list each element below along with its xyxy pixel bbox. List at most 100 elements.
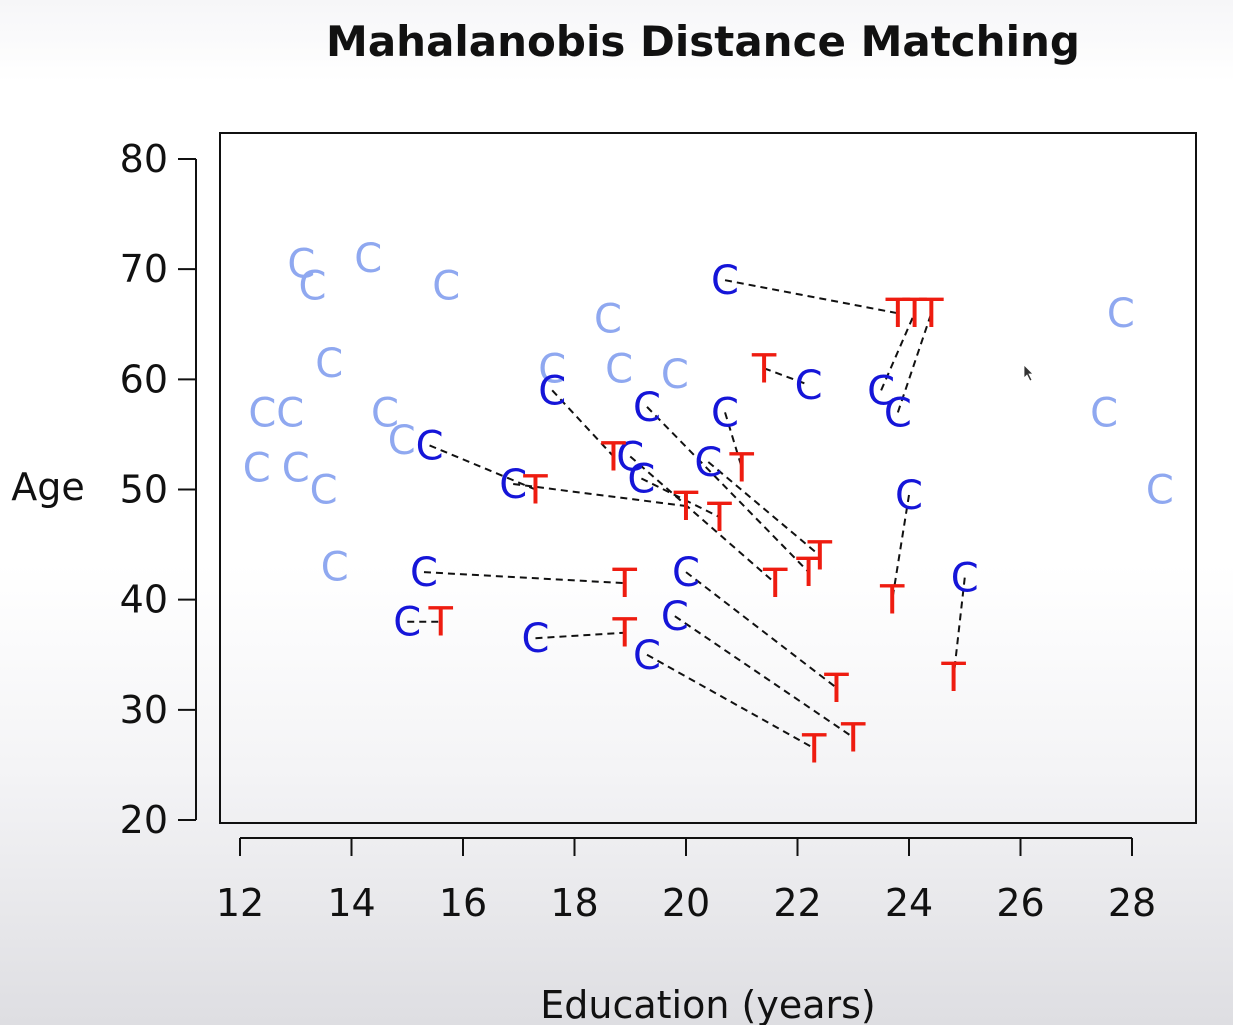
unmatched-control-point: C: [243, 445, 271, 491]
matched-control-point: C: [895, 473, 923, 519]
unmatched-control-point: C: [287, 242, 315, 288]
match-line: [896, 312, 933, 413]
y-tick-label: 70: [120, 247, 168, 291]
treated-point: T: [823, 666, 849, 712]
matched-control-point: C: [410, 550, 438, 596]
unmatched-control-point: C: [661, 352, 689, 398]
treated-point: T: [918, 291, 944, 337]
match-line: [551, 389, 615, 458]
treated-point: T: [427, 600, 453, 646]
unmatched-control-point: C: [605, 346, 633, 392]
treated-point: T: [522, 468, 548, 514]
x-tick-label: 24: [885, 881, 933, 925]
match-line: [646, 653, 815, 750]
unmatched-control-point: C: [1107, 291, 1135, 337]
unmatched-control-point: C: [248, 390, 276, 436]
unmatched-control-point: C: [282, 445, 310, 491]
plot-frame: [219, 132, 1197, 824]
treated-point: T: [885, 291, 911, 337]
matched-control-point: C: [951, 556, 979, 602]
treated-point: T: [807, 534, 833, 580]
unmatched-control-point: C: [1090, 390, 1118, 436]
match-lines: [407, 279, 966, 750]
treated-point: T: [673, 484, 699, 530]
matched-control-point: C: [672, 550, 700, 596]
matched-control-point: C: [522, 616, 550, 662]
treated-point: T: [940, 655, 966, 701]
treated-point: T: [600, 434, 626, 480]
match-line: [880, 312, 916, 391]
x-tick-label: 26: [996, 881, 1044, 925]
chart-title: Mahalanobis Distance Matching: [326, 17, 1080, 66]
treated-point: T: [762, 561, 788, 607]
unmatched-control-point: C: [321, 545, 349, 591]
matched-control-point: C: [416, 423, 444, 469]
unmatched-control-point: C: [594, 297, 622, 343]
match-line: [513, 482, 687, 508]
x-axis-label: Education (years): [540, 983, 876, 1025]
treated-point: T: [840, 715, 866, 761]
matched-control-point: C: [884, 390, 912, 436]
x-tick-label: 20: [662, 881, 710, 925]
unmatched-control-point: C: [310, 468, 338, 514]
x-tick-label: 22: [773, 881, 821, 925]
match-line: [952, 577, 966, 677]
x-tick-label: 14: [327, 881, 375, 925]
matched-control-point: C: [627, 456, 655, 502]
match-line: [535, 631, 625, 640]
matched-control-point: C: [711, 258, 739, 304]
match-line: [629, 455, 776, 584]
x-tick-label: 16: [439, 881, 487, 925]
unmatched-control-point: C: [315, 341, 343, 387]
y-tick-label: 60: [120, 357, 168, 401]
matched-control-point: C: [499, 462, 527, 508]
match-line: [891, 494, 910, 600]
treated-point: T: [706, 495, 732, 541]
match-line: [707, 461, 821, 557]
matched-control-point: C: [616, 434, 644, 480]
matched-control-point: C: [711, 390, 739, 436]
x-tick-label: 18: [550, 881, 598, 925]
treated-point: T: [795, 550, 821, 596]
unmatched-control-point: C: [299, 264, 327, 310]
matched-control-point: C: [795, 363, 823, 409]
x-tick-label: 12: [216, 881, 264, 925]
unmatched-control-point: C: [1146, 468, 1174, 514]
matched-control-point: C: [538, 368, 566, 414]
y-tick-label: 30: [120, 688, 168, 732]
unmatched-control-point: C: [371, 390, 399, 436]
treated-point: T: [611, 611, 637, 657]
match-line: [423, 571, 625, 585]
treated-point: T: [729, 445, 755, 491]
match-line: [724, 279, 899, 315]
treated-point: T: [801, 726, 827, 772]
treated-point: T: [901, 291, 927, 337]
unmatched-control-point: C: [432, 264, 460, 310]
treated-point: T: [879, 578, 905, 624]
matched-control-point: C: [867, 368, 895, 414]
match-line: [640, 477, 720, 518]
unmatched-control-point: C: [538, 346, 566, 392]
match-line: [646, 406, 810, 573]
match-line: [763, 367, 809, 386]
treated-point: T: [611, 561, 637, 607]
unmatched-control-point: C: [388, 418, 416, 464]
y-tick-label: 20: [120, 798, 168, 842]
match-line: [724, 412, 743, 468]
matched-control-point: C: [633, 385, 661, 431]
mouse-cursor-icon: [1023, 364, 1034, 382]
y-tick-label: 40: [120, 578, 168, 622]
y-axis: 20 30 40 50 60 70 80: [120, 137, 197, 842]
matched-control-point: C: [694, 440, 722, 486]
match-line: [685, 571, 838, 689]
unmatched-control-point: C: [354, 236, 382, 282]
y-tick-label: 50: [120, 468, 168, 512]
x-axis: 12 14 16 18 20 22 24 26 28: [216, 837, 1156, 925]
matched-control-point: C: [633, 633, 661, 679]
x-tick-label: 28: [1108, 881, 1156, 925]
y-tick-label: 80: [120, 137, 168, 181]
y-axis-label: Age: [11, 465, 85, 509]
treated-point: T: [751, 346, 777, 392]
